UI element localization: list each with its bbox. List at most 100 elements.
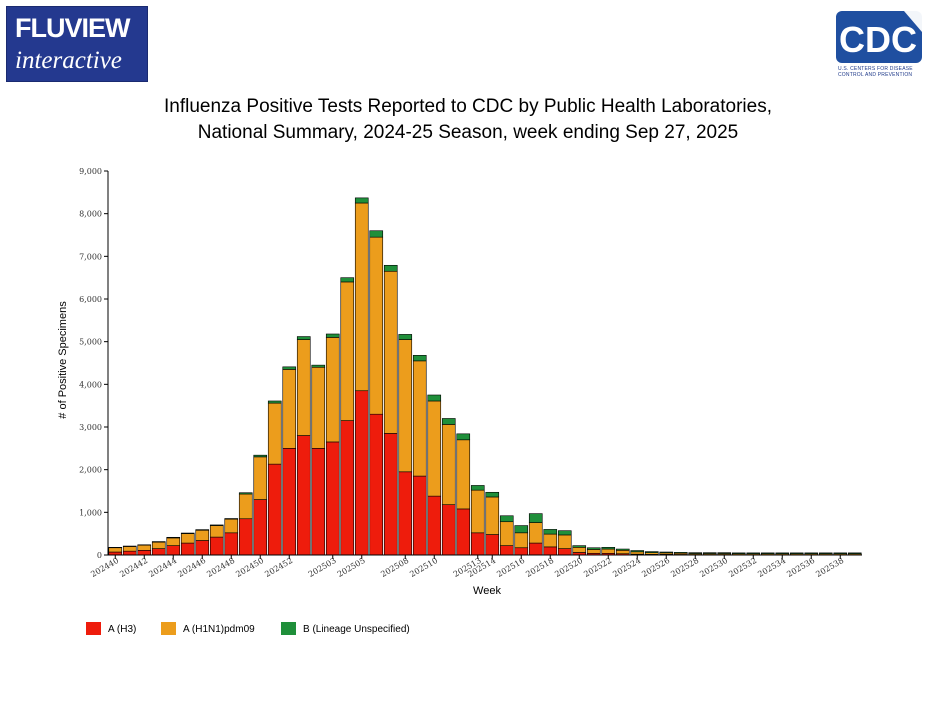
bar-h1n1-202517 — [528, 522, 543, 544]
x-tick-label-202444: 202444 — [147, 556, 178, 579]
chart-title-line-2: National Summary, 2024-25 Season, week e… — [197, 122, 739, 143]
bar-lineage-b-202503 — [325, 333, 340, 338]
bar-lineage-b-202449 — [238, 492, 253, 495]
bar-lineage-b-202537 — [818, 552, 833, 555]
bar-lineage-b-202521 — [586, 547, 601, 550]
bar-lineage-b-202525 — [644, 551, 659, 553]
bar-h1n1-202523 — [615, 550, 630, 555]
x-tick-label-202516: 202516 — [495, 556, 526, 579]
x-tick-label-202536: 202536 — [785, 556, 816, 579]
bar-lineage-b-202516 — [514, 525, 529, 534]
bar-h3-202450 — [253, 499, 268, 556]
bar-h1n1-202445 — [180, 533, 195, 544]
x-tick-label-202442: 202442 — [118, 556, 149, 579]
x-tick-label-202518: 202518 — [524, 556, 555, 579]
bar-lineage-b-202511 — [441, 418, 456, 425]
x-tick-label-202508: 202508 — [379, 556, 410, 579]
y-tick-label-5000: 5,000 — [79, 338, 102, 347]
bar-lineage-b-202444 — [166, 536, 181, 539]
y-tick-label-9000: 9,000 — [79, 167, 102, 176]
bar-h3-202503 — [325, 441, 340, 556]
cdc-logo-mark: CDC — [836, 11, 922, 63]
x-tick-label-202510: 202510 — [408, 556, 439, 579]
x-tick-label-202522: 202522 — [582, 556, 613, 579]
bar-lineage-b-202451 — [267, 400, 282, 404]
bar-h1n1-202511 — [441, 424, 456, 505]
y-axis-title: # of Positive Specimens — [57, 301, 69, 419]
y-tick-label-2000: 2,000 — [79, 466, 102, 475]
x-tick-label-202532: 202532 — [727, 556, 758, 579]
y-tick-label-4000: 4,000 — [79, 380, 102, 389]
bar-h1n1-202502 — [311, 366, 326, 449]
bar-h3-202444 — [166, 545, 181, 556]
bar-h3-202443 — [151, 548, 166, 556]
bar-h1n1-202501 — [296, 339, 311, 436]
bar-lineage-b-202505 — [354, 197, 369, 204]
bar-lineage-b-202520 — [572, 545, 587, 548]
bar-lineage-b-202510 — [427, 394, 442, 402]
bar-h3-202517 — [528, 542, 543, 556]
bar-lineage-b-202445 — [180, 532, 195, 534]
bar-lineage-b-202448 — [224, 518, 239, 520]
bar-lineage-b-202507 — [383, 264, 398, 272]
bar-h3-202519 — [557, 548, 572, 556]
bar-h3-202518 — [543, 546, 558, 556]
bar-lineage-b-202452 — [282, 366, 297, 370]
bar-h3-202446 — [195, 540, 210, 556]
bar-h1n1-202443 — [151, 541, 166, 549]
bar-lineage-b-202501 — [296, 336, 311, 340]
bar-h3-202515 — [499, 545, 514, 556]
bar-h3-202505 — [354, 390, 369, 556]
fluview-logo-subtext: interactive — [15, 47, 122, 74]
bar-h1n1-202448 — [224, 518, 239, 534]
legend-swatch-lineage-b — [281, 622, 296, 635]
x-tick-label-202440: 202440 — [89, 556, 120, 579]
bar-h3-202511 — [441, 504, 456, 556]
x-tick-label-202534: 202534 — [756, 556, 787, 579]
bar-lineage-b-202538 — [833, 552, 848, 555]
bar-lineage-b-202519 — [557, 530, 572, 536]
bar-h3-202445 — [180, 542, 195, 556]
bar-h3-202504 — [340, 420, 355, 556]
bar-lineage-b-202509 — [412, 355, 427, 362]
bar-h3-202510 — [427, 495, 442, 556]
bar-h3-202502 — [311, 448, 326, 556]
bar-h1n1-202447 — [209, 525, 224, 538]
bar-h3-202449 — [238, 518, 253, 556]
bar-h3-202442 — [137, 550, 152, 556]
bar-h1n1-202503 — [325, 337, 340, 443]
bar-h1n1-202451 — [267, 402, 282, 465]
bar-h1n1-202504 — [340, 281, 355, 421]
bar-lineage-b-202528 — [688, 552, 703, 554]
chart-title: Influenza Positive Tests Reported to CDC… — [0, 94, 936, 146]
x-tick-label-202503: 202503 — [307, 556, 338, 579]
legend-label-h1n1: A (H1N1)pdm09 — [183, 624, 255, 635]
bar-h1n1-202441 — [122, 546, 137, 552]
bar-lineage-b-202450 — [253, 454, 268, 458]
bar-h1n1-202508 — [398, 339, 413, 473]
bar-lineage-b-202531 — [731, 552, 746, 555]
bar-lineage-b-202527 — [673, 552, 688, 554]
bar-h3-202447 — [209, 536, 224, 556]
bar-lineage-b-202506 — [369, 230, 384, 238]
bar-lineage-b-202504 — [340, 277, 355, 283]
bar-lineage-b-202512 — [456, 433, 471, 441]
legend: A (H3) A (H1N1)pdm09 B (Lineage Unspecifie… — [86, 622, 410, 635]
bar-h3-202451 — [267, 463, 282, 556]
y-tick-label-3000: 3,000 — [79, 423, 102, 432]
bar-h3-202506 — [369, 413, 384, 556]
bar-h1n1-202520 — [572, 547, 587, 553]
x-tick-label-202452: 202452 — [263, 556, 294, 579]
axes-group: 0 1,000 2,000 3,000 4,000 5,000 6,000 7,000 8,00… — [79, 167, 862, 579]
legend-swatch-h3 — [86, 622, 101, 635]
x-tick-label-202450: 202450 — [234, 556, 265, 579]
y-tick-label-0: 0 — [97, 551, 102, 560]
bar-lineage-b-202534 — [775, 552, 790, 555]
bar-h3-202516 — [514, 547, 529, 556]
bar-h3-202452 — [282, 448, 297, 556]
bar-h1n1-202440 — [108, 547, 123, 553]
bar-lineage-b-202526 — [659, 551, 674, 554]
bar-h1n1-202524 — [630, 551, 645, 555]
bar-h1n1-202522 — [601, 548, 616, 554]
bar-lineage-b-202515 — [499, 515, 514, 523]
